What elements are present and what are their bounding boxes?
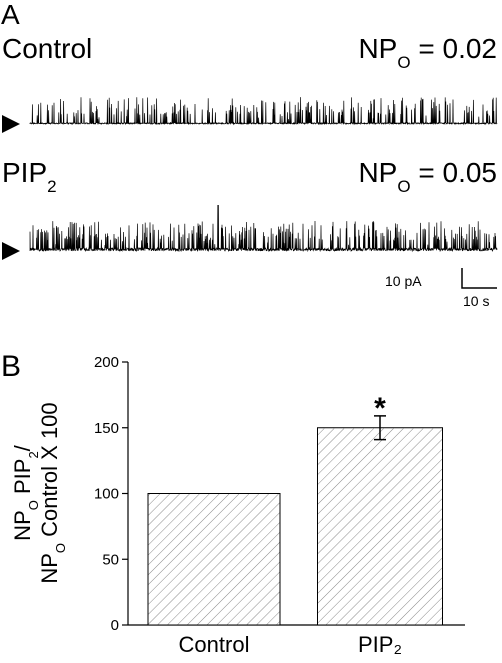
scale-bar — [461, 268, 497, 289]
bar-hatch — [318, 428, 442, 625]
text-part: = 0.05 — [411, 157, 497, 188]
scale-time: 10 s — [463, 293, 489, 309]
panel-label: A — [1, 0, 20, 30]
text-part: PIP — [2, 157, 47, 188]
channel-trace — [29, 97, 498, 126]
text-part: NP — [358, 157, 397, 188]
text-part: 2 — [47, 177, 56, 196]
bar-hatch — [148, 494, 280, 625]
y-tick-label: 50 — [102, 551, 119, 568]
baseline-arrow — [2, 115, 20, 133]
text-part: = 0.02 — [411, 33, 497, 64]
text-part: NP — [37, 553, 62, 584]
text-part: O — [397, 53, 410, 72]
text-part: / — [10, 444, 35, 451]
x-tick-label: Control — [179, 632, 250, 657]
text-part: 2 — [26, 451, 41, 458]
y-axis-label: NPO Control X 100 — [37, 402, 68, 583]
scale-current: 10 pA — [385, 273, 422, 289]
channel-trace — [29, 204, 498, 253]
y-tick-label: 200 — [94, 354, 119, 371]
trace-name: PIP2 — [2, 157, 57, 196]
text-part: O — [26, 500, 41, 510]
text-part: O — [397, 177, 410, 196]
npo-label: NPO = 0.05 — [358, 157, 497, 196]
panel-label: B — [1, 350, 21, 383]
text-part: Control — [2, 33, 92, 64]
error-bar — [374, 415, 386, 441]
text-part: NP — [358, 33, 397, 64]
text-part: PIP — [10, 459, 35, 501]
x-tick-label: PIP₂ — [358, 632, 402, 657]
y-tick-label: 0 — [111, 617, 119, 634]
trace-name: Control — [2, 33, 92, 64]
y-axis-label: NPO PIP2/ — [10, 444, 41, 541]
text-part: NP — [10, 510, 35, 541]
y-tick-label: 100 — [94, 486, 119, 503]
baseline-arrow — [2, 242, 20, 260]
npo-label: NPO = 0.02 — [358, 33, 497, 72]
significance-star: * — [374, 392, 386, 425]
text-part: O — [53, 543, 68, 553]
text-part: Control X 100 — [37, 402, 62, 543]
y-tick-label: 150 — [94, 420, 119, 437]
